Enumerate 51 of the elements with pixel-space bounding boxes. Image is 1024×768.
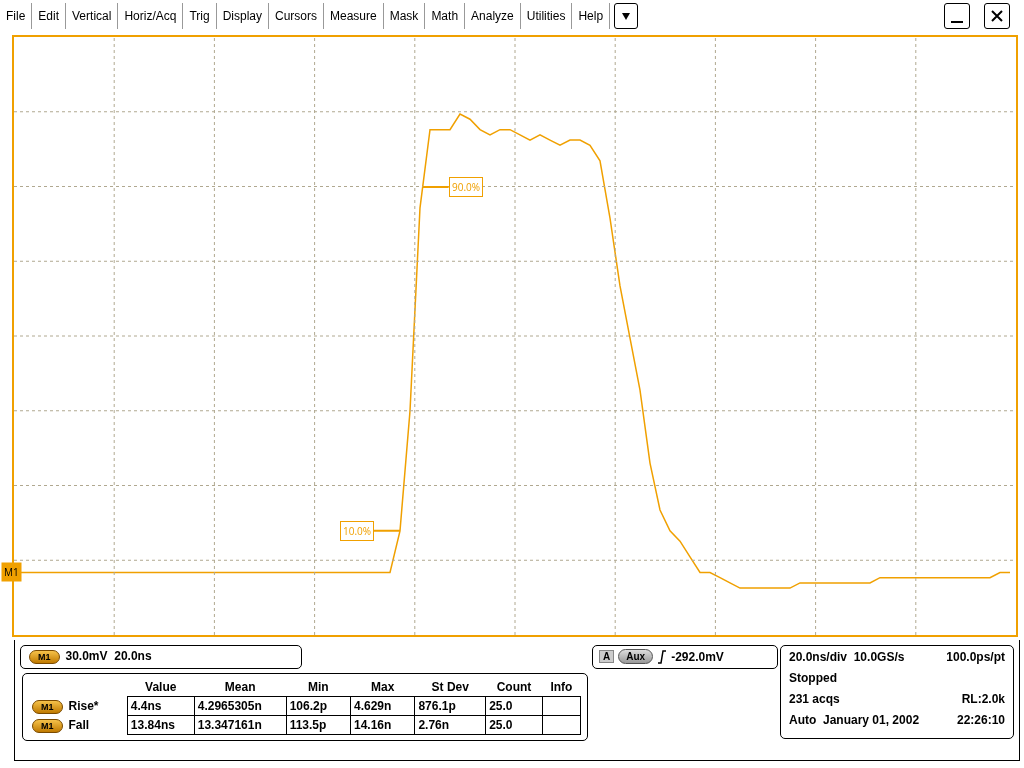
- text: 2.76n: [414, 715, 486, 735]
- text: Aux: [618, 649, 654, 664]
- text: Measure: [324, 3, 384, 29]
- text: RL:2.0k: [961, 691, 1005, 706]
- text: M1: [29, 650, 60, 664]
- text: Cursors: [269, 3, 325, 29]
- text: 20.0ns/div 10.0GS/s: [789, 649, 905, 664]
- text: Analyze: [465, 3, 521, 29]
- text: 876.1p: [414, 696, 486, 716]
- text: Info: [549, 679, 574, 696]
- text: 25.0: [485, 696, 543, 716]
- text: Utilities: [520, 3, 573, 29]
- text: Vertical: [66, 3, 119, 29]
- text: 106.2p: [286, 696, 351, 716]
- text: A: [599, 650, 615, 663]
- text: Display: [216, 3, 269, 29]
- annotation: 10.0%: [343, 524, 372, 538]
- text: M1: [32, 699, 63, 714]
- text: Rise*: [67, 698, 100, 715]
- text: Math: [425, 3, 466, 29]
- text: Edit: [32, 3, 67, 29]
- text: Horiz/Acq: [118, 3, 184, 29]
- text: Auto January 01, 2002: [789, 712, 920, 727]
- text: Trig: [183, 3, 217, 29]
- text: Fall: [67, 717, 91, 734]
- text: 13.84ns: [127, 715, 195, 735]
- text: St Dev: [430, 679, 470, 696]
- text: 4.4ns: [127, 696, 195, 716]
- text: Count: [495, 679, 533, 696]
- text: 30.0mV 20.0ns: [65, 649, 152, 663]
- text: 22:26:10: [956, 712, 1005, 727]
- text: Stopped: [789, 670, 837, 685]
- text: Help: [572, 3, 611, 29]
- text: Max: [370, 679, 396, 696]
- text: 4.629n: [350, 696, 415, 716]
- text: 4.2965305n: [194, 696, 287, 716]
- text: 231 acqs: [789, 691, 840, 706]
- text: 13.347161n: [194, 715, 287, 735]
- text: 25.0: [485, 715, 543, 735]
- annotation: 90.0%: [452, 180, 481, 194]
- text: -292.0mV: [671, 649, 724, 664]
- series-label: M1: [4, 565, 19, 579]
- text: 100.0ps/pt: [946, 649, 1005, 664]
- text: Value: [144, 679, 178, 696]
- text: M1: [32, 718, 63, 733]
- text: 14.16n: [350, 715, 415, 735]
- text: Min: [307, 679, 330, 696]
- text: File: [0, 3, 33, 29]
- text: 113.5p: [286, 715, 351, 735]
- text: Mask: [383, 3, 426, 29]
- text: Mean: [223, 679, 257, 696]
